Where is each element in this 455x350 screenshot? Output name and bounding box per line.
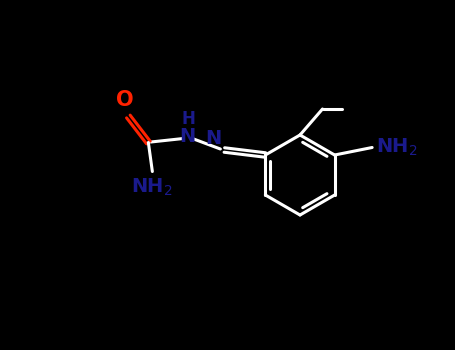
Text: H: H (182, 110, 195, 127)
Text: NH$_2$: NH$_2$ (376, 137, 417, 158)
Text: O: O (116, 91, 133, 111)
Text: NH$_2$: NH$_2$ (131, 176, 172, 198)
Text: N: N (179, 127, 196, 146)
Text: N: N (206, 128, 222, 147)
